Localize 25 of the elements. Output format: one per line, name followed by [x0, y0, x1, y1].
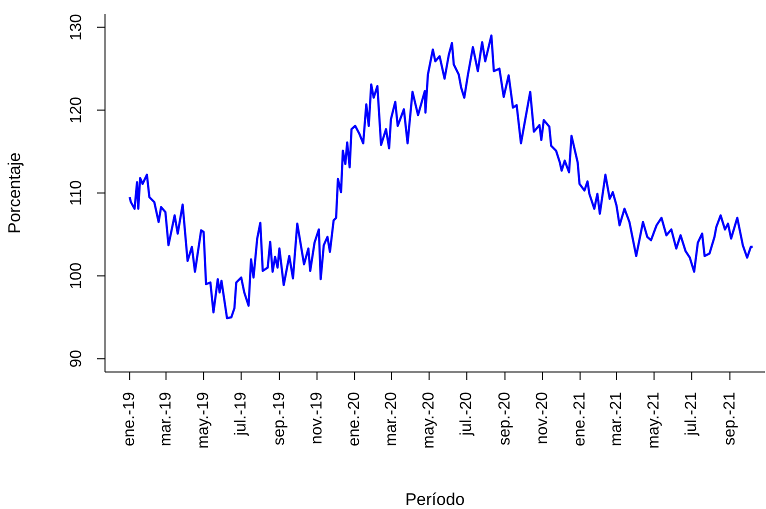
x-tick-label: mar.-21: [608, 392, 625, 446]
x-axis-title: Período: [405, 490, 465, 509]
x-tick-label: sep.-21: [721, 392, 738, 446]
x-tick-label: jul.-19: [232, 392, 250, 437]
x-tick-label: nov.-20: [534, 392, 552, 444]
y-tick-label: 100: [68, 262, 85, 290]
x-tick-label: sep.-20: [496, 392, 514, 446]
y-axis-title: Porcentaje: [5, 152, 24, 234]
x-tick-label: sep.-19: [270, 392, 288, 446]
line-series: [128, 34, 754, 320]
x-tick-label: may.-20: [420, 392, 438, 449]
y-tick-label: 110: [68, 180, 85, 206]
x-tick-label: ene.-20: [346, 392, 364, 446]
y-tick-label: 130: [68, 14, 85, 41]
x-tick-label: jul.-20: [458, 392, 476, 437]
x-tick-label: mar.-20: [383, 392, 400, 446]
x-tick-label: ene.-19: [121, 392, 138, 446]
x-tick-label: may.-19: [195, 392, 212, 449]
x-tick-label: may.-21: [646, 392, 663, 449]
x-tick-label: jul.-21: [683, 392, 700, 437]
x-tick-label: nov.-19: [308, 392, 326, 444]
x-tick-label: ene.-21: [572, 392, 589, 446]
y-tick-label: 120: [68, 96, 85, 124]
x-tick-label: mar.-19: [158, 392, 175, 446]
y-tick-label: 90: [68, 350, 85, 368]
